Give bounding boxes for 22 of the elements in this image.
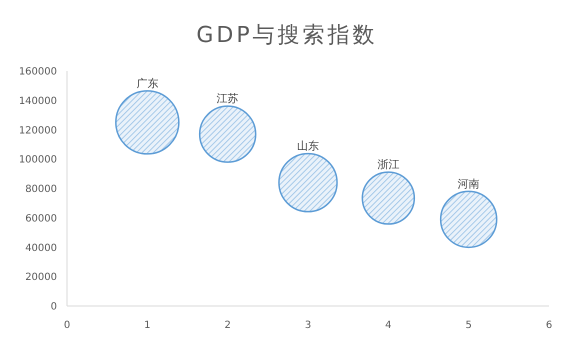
x-tick-label: 5 <box>465 320 472 331</box>
chart-title: GDP与搜索指数 <box>196 23 378 48</box>
annotation: 广东 <box>136 76 158 90</box>
y-tick-label: 40000 <box>25 242 57 254</box>
y-tick-label: 60000 <box>25 213 57 224</box>
y-tick-label: 160000 <box>18 66 57 78</box>
y-tick-label: 140000 <box>18 96 57 107</box>
y-tick-label: 20000 <box>25 272 57 284</box>
annotation: 江苏 <box>216 92 239 106</box>
annotation: 浙江 <box>377 158 400 172</box>
x-tick-label: 3 <box>304 320 312 331</box>
x-tick-label: 1 <box>144 320 151 331</box>
y-tick-label: 0 <box>50 302 57 312</box>
x-tick-label: 2 <box>224 320 231 331</box>
x-tick-label: 6 <box>546 320 552 331</box>
y-tick-label: 100000 <box>18 154 57 166</box>
annotation: 山东 <box>297 140 319 153</box>
y-tick-label: 80000 <box>25 184 57 195</box>
x-tick-label: 4 <box>385 320 392 331</box>
x-tick-label: 0 <box>64 320 70 331</box>
y-tick-label: 120000 <box>18 125 57 136</box>
annotation: 河南 <box>458 177 480 190</box>
